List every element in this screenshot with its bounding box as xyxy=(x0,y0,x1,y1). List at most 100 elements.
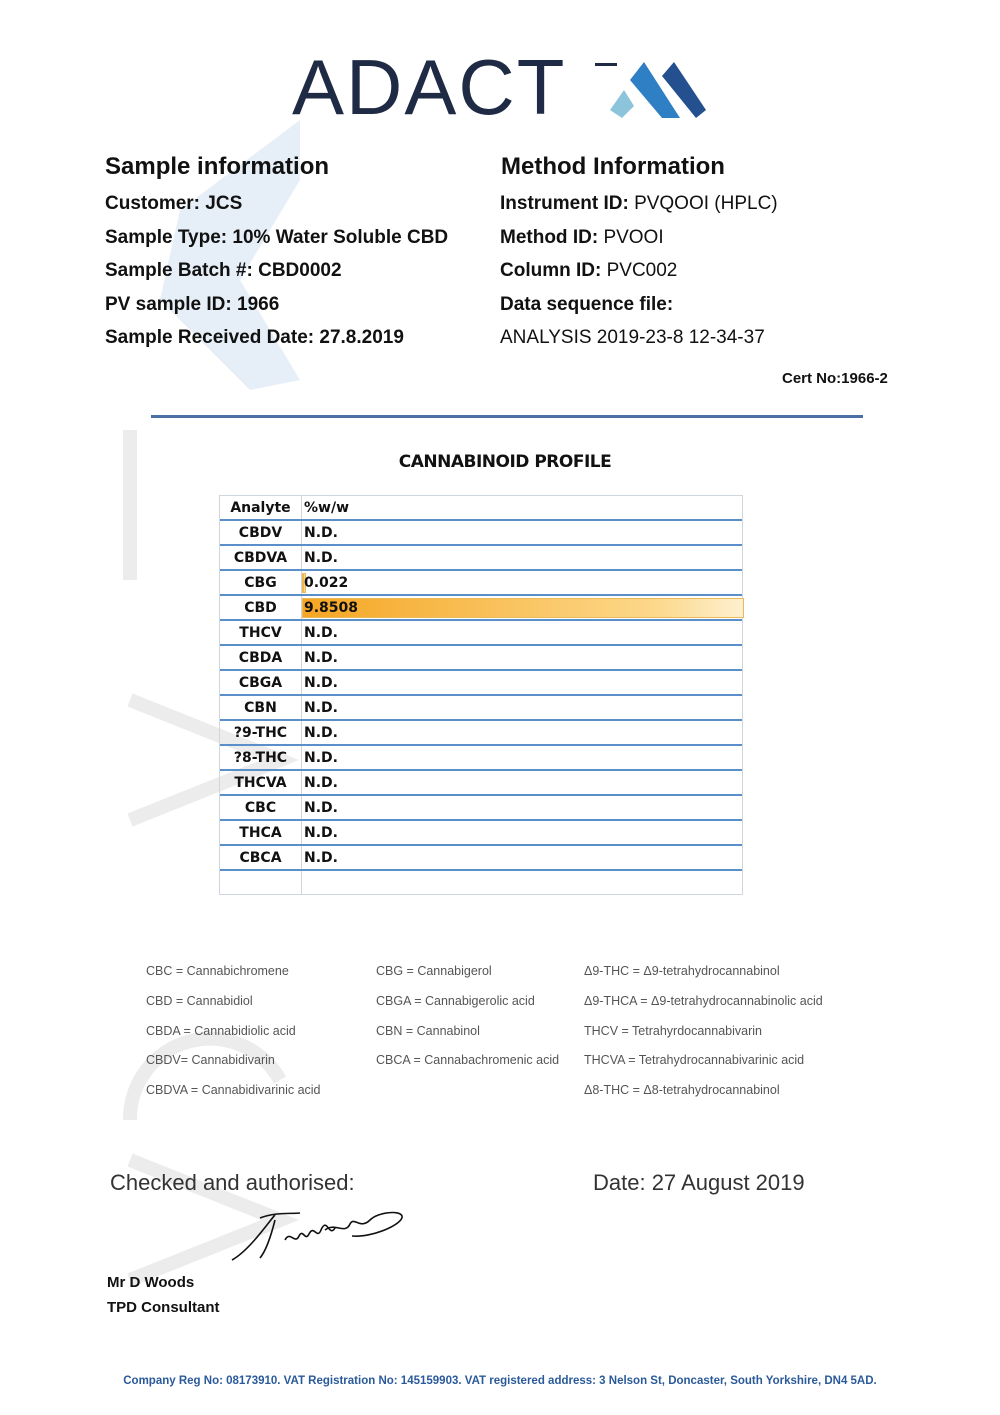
analyte-cell: CBGA xyxy=(220,671,302,694)
analyte-cell: CBDV xyxy=(220,521,302,544)
analyte-cell: CBC xyxy=(220,796,302,819)
header-analyte: Analyte xyxy=(220,496,302,519)
legend-item: CBN = Cannabinol xyxy=(376,1023,480,1038)
sample-line: Sample Received Date: 27.8.2019 xyxy=(105,328,404,347)
sample-value: CBD0002 xyxy=(258,260,342,281)
legend-item: Δ9-THCA = Δ9-tetrahydrocannabinolic acid xyxy=(584,993,823,1008)
table-header: Analyte %w/w xyxy=(220,496,742,521)
table-row: CBDA N.D. xyxy=(220,646,742,671)
method-info-title: Method Information xyxy=(501,153,725,180)
value-text: N.D. xyxy=(304,550,338,566)
sample-label: PV sample ID: xyxy=(105,293,232,315)
analyte-cell: CBN xyxy=(220,696,302,719)
value-cell: N.D. xyxy=(302,621,742,644)
value-text: N.D. xyxy=(304,850,338,866)
signature xyxy=(231,1211,403,1261)
method-line: Column ID: PVC002 xyxy=(500,261,677,280)
sample-line: Sample Batch #: CBD0002 xyxy=(105,261,342,280)
value-text: N.D. xyxy=(304,700,338,716)
logo-bar xyxy=(595,63,617,66)
sample-value: 10% Water Soluble CBD xyxy=(232,226,449,248)
analyte-cell: ?9-THC xyxy=(220,721,302,744)
table-row: THCV N.D. xyxy=(220,621,742,646)
legend-item: CBDA = Cannabidiolic acid xyxy=(146,1023,296,1038)
table-row: ?9-THC N.D. xyxy=(220,721,742,746)
legend-item: THCV = Tetrahyrdocannabivarin xyxy=(584,1023,762,1038)
value-cell: N.D. xyxy=(302,546,742,569)
cert-number: Cert No:1966-2 xyxy=(782,370,888,387)
method-value: ANALYSIS 2019-23-8 12-34-37 xyxy=(500,327,765,348)
sample-label: Sample Batch #: xyxy=(105,260,253,281)
value-cell: N.D. xyxy=(302,671,742,694)
value-text: N.D. xyxy=(304,525,338,541)
table-row: CBCA N.D. xyxy=(220,846,742,871)
legend-item: THCVA = Tetrahydrocannabivarinic acid xyxy=(584,1053,805,1068)
analyte-cell: THCA xyxy=(220,821,302,844)
method-label: Method ID: xyxy=(500,226,599,248)
value-cell: N.D. xyxy=(302,821,742,844)
value-text: 9.8508 xyxy=(304,600,359,616)
sample-label: Sample Type: xyxy=(105,226,228,248)
method-value: PVQOOI (HPLC) xyxy=(634,193,778,214)
method-label: Data sequence file: xyxy=(500,293,674,315)
sample-value: 27.8.2019 xyxy=(319,327,404,348)
cannabinoid-table: Analyte %w/w CBDV N.D. CBDVA N.D. CBG 0.022 CB… xyxy=(219,495,744,895)
value-cell: N.D. xyxy=(302,846,742,869)
value-text: N.D. xyxy=(304,725,338,741)
value-text: N.D. xyxy=(304,625,338,641)
value-text: 0.022 xyxy=(304,575,349,591)
method-value: PVOOI xyxy=(603,226,664,248)
sample-info-title: Sample information xyxy=(105,153,330,180)
sample-label: Sample Received Date: xyxy=(105,327,315,348)
table-row: THCA N.D. xyxy=(220,821,742,846)
date-label: Date: 27 August 2019 xyxy=(593,1170,805,1195)
value-cell: 9.8508 xyxy=(302,596,744,619)
value-text: N.D. xyxy=(304,650,338,666)
sample-label: Customer: xyxy=(105,193,201,214)
watermark-logo xyxy=(122,120,300,1287)
method-line: Method ID: PVOOI xyxy=(500,228,664,247)
value-cell: N.D. xyxy=(302,746,742,769)
table-row: CBDVA N.D. xyxy=(220,546,742,571)
checked-label: Checked and authorised: xyxy=(110,1170,355,1195)
legend-item: CBD = Cannabidiol xyxy=(146,993,253,1008)
value-cell: N.D. xyxy=(302,521,742,544)
table-row: CBN N.D. xyxy=(220,696,742,721)
analyte-cell: THCV xyxy=(220,621,302,644)
divider xyxy=(151,415,863,418)
analyte-cell: ?8-THC xyxy=(220,746,302,769)
value-text: N.D. xyxy=(304,675,338,691)
table-row: CBGA N.D. xyxy=(220,671,742,696)
sample-line: Customer: JCS xyxy=(105,194,242,213)
signatory-role: TPD Consultant xyxy=(107,1299,220,1316)
method-line: Instrument ID: PVQOOI (HPLC) xyxy=(500,194,778,213)
logo-text: ADACT xyxy=(292,43,567,131)
sample-value: JCS xyxy=(205,193,243,214)
analyte-cell: CBDVA xyxy=(220,546,302,569)
value-text: N.D. xyxy=(304,750,338,766)
logo-mark-icon xyxy=(610,62,706,118)
analyte-cell: CBG xyxy=(220,571,302,594)
value-cell: N.D. xyxy=(302,646,742,669)
table-row: CBD 9.8508 xyxy=(220,596,744,621)
value-text: N.D. xyxy=(304,825,338,841)
method-line: Data sequence file: xyxy=(500,295,673,314)
method-value: PVC002 xyxy=(606,260,678,281)
analyte-cell: CBDA xyxy=(220,646,302,669)
sample-value: 1966 xyxy=(237,293,280,315)
legend-item: CBGA = Cannabigerolic acid xyxy=(376,993,535,1008)
value-cell: N.D. xyxy=(302,796,742,819)
legend-item: CBG = Cannabigerol xyxy=(376,964,492,978)
legend-item: Δ9-THC = Δ9-tetrahydrocannabinol xyxy=(584,964,780,978)
method-line: ANALYSIS 2019-23-8 12-34-37 xyxy=(500,328,765,347)
table-row-empty xyxy=(220,871,742,894)
header-value: %w/w xyxy=(304,500,350,516)
value-text: N.D. xyxy=(304,800,338,816)
signatory-name: Mr D Woods xyxy=(107,1274,195,1291)
method-label: Column ID: xyxy=(500,260,602,281)
value-cell: N.D. xyxy=(302,696,742,719)
analyte-cell: CBCA xyxy=(220,846,302,869)
value-cell: N.D. xyxy=(302,721,742,744)
company-footer: Company Reg No: 08173910. VAT Registrati… xyxy=(123,1375,877,1387)
legend-item: Δ8-THC = Δ8-tetrahydrocannabinol xyxy=(584,1083,780,1098)
